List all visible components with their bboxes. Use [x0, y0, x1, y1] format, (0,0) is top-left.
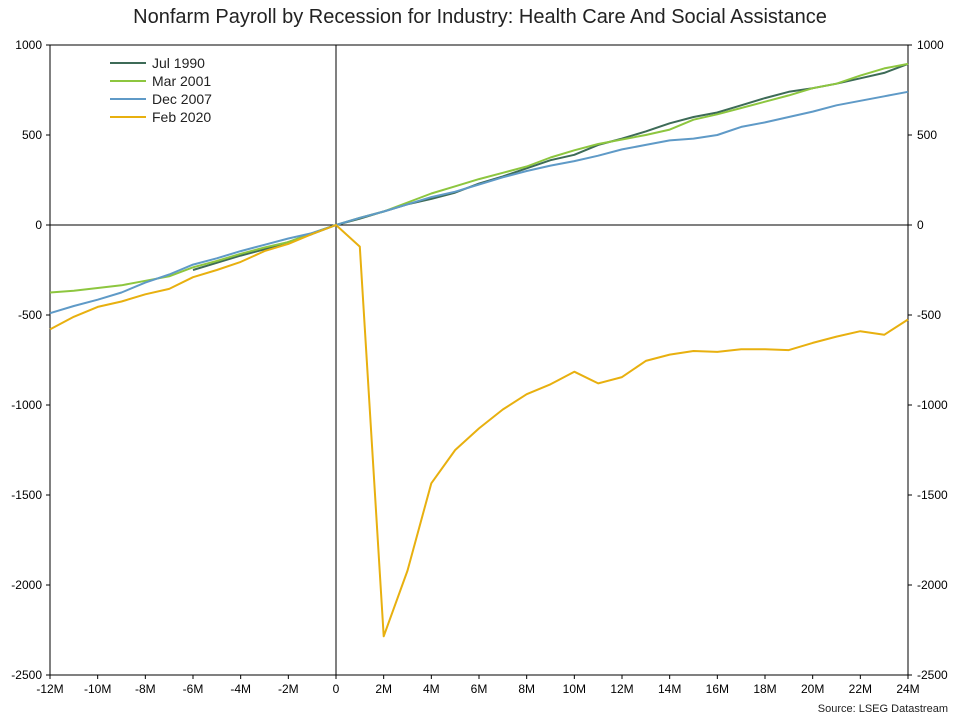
series-line-1 — [49, 62, 909, 294]
series-layer — [49, 62, 909, 638]
source-note: Source: LSEG Datastream — [817, 703, 948, 715]
x-tick-label: 4M — [423, 682, 440, 696]
y-tick-label-left: -2500 — [11, 668, 42, 682]
axes: -2500 -2500 -2000 -2000 -1500 -1500 -1000 -1000… — [11, 38, 948, 696]
x-tick-label: 12M — [610, 682, 633, 696]
legend: Jul 1990 Mar 2001 Dec 2007 Feb 2020 — [110, 55, 212, 125]
y-tick-label-left: -2000 — [11, 578, 42, 592]
y-tick-label-right: 0 — [917, 218, 924, 232]
x-tick-label: 20M — [801, 682, 824, 696]
x-tick-label: 16M — [706, 682, 729, 696]
series-line-2 — [49, 90, 909, 315]
legend-label-1: Mar 2001 — [152, 73, 211, 89]
series-line-3 — [49, 224, 909, 638]
x-tick-label: 0 — [333, 682, 340, 696]
y-tick-label-right: -1500 — [917, 488, 948, 502]
x-tick-label: -2M — [278, 682, 299, 696]
x-tick-label: 24M — [896, 682, 919, 696]
x-tick-label: 10M — [563, 682, 586, 696]
x-tick-label: 22M — [849, 682, 872, 696]
x-tick-label: 18M — [753, 682, 776, 696]
y-tick-label-right: -2500 — [917, 668, 948, 682]
x-tick-label: -6M — [183, 682, 204, 696]
y-tick-label-left: 0 — [35, 218, 42, 232]
legend-label-2: Dec 2007 — [152, 91, 212, 107]
x-tick-label: 14M — [658, 682, 681, 696]
x-tick-label: 2M — [375, 682, 392, 696]
y-tick-label-left: -1000 — [11, 398, 42, 412]
x-tick-label: 6M — [471, 682, 488, 696]
y-tick-label-left: -500 — [18, 308, 42, 322]
chart-title: Nonfarm Payroll by Recession for Industr… — [133, 6, 827, 28]
y-tick-label-left: 1000 — [15, 38, 42, 52]
x-tick-label: -12M — [36, 682, 63, 696]
y-tick-label-right: -2000 — [917, 578, 948, 592]
legend-label-0: Jul 1990 — [152, 55, 205, 71]
legend-label-3: Feb 2020 — [152, 109, 211, 125]
y-tick-label-right: -500 — [917, 308, 941, 322]
plot-area-frame — [49, 44, 909, 676]
y-tick-label-left: -1500 — [11, 488, 42, 502]
y-tick-label-right: 500 — [917, 128, 937, 142]
x-tick-label: -8M — [135, 682, 156, 696]
x-tick-label: 8M — [518, 682, 535, 696]
x-tick-label: -4M — [230, 682, 251, 696]
y-tick-label-left: 500 — [22, 128, 42, 142]
x-tick-label: -10M — [84, 682, 111, 696]
y-tick-label-right: 1000 — [917, 38, 944, 52]
y-tick-label-right: -1000 — [917, 398, 948, 412]
